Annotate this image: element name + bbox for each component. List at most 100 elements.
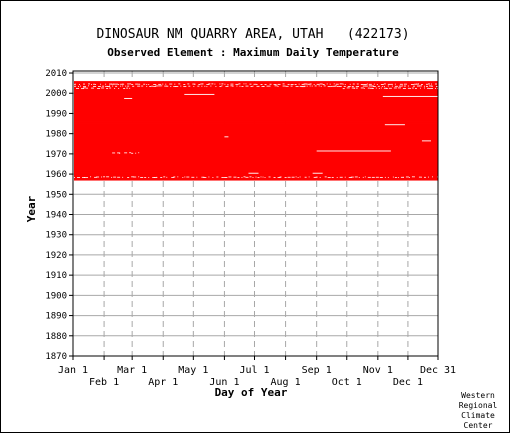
missing-gap [277, 177, 281, 179]
missing-gap [418, 176, 421, 178]
missing-gap [343, 85, 346, 87]
missing-gap [261, 86, 265, 87]
y-tick-label: 1950 [45, 190, 67, 200]
missing-gap [202, 83, 204, 85]
missing-gap [245, 83, 247, 85]
missing-gap [109, 85, 111, 87]
missing-gap [394, 177, 397, 178]
missing-gap [114, 88, 116, 89]
missing-gap [94, 176, 98, 178]
missing-gap [413, 176, 415, 178]
missing-gap [256, 85, 260, 87]
missing-gap [186, 176, 190, 178]
missing-gap [216, 176, 219, 178]
missing-gap [82, 177, 86, 178]
year-band-2003 [74, 85, 438, 88]
missing-gap [129, 83, 132, 85]
y-tick-label: 1970 [45, 150, 67, 160]
year-band-2000 [74, 91, 438, 94]
missing-gap [243, 83, 245, 85]
missing-gap [427, 176, 429, 178]
credit-line-4: Center [464, 421, 493, 430]
missing-gap [369, 87, 373, 89]
year-band-2002 [74, 87, 438, 90]
missing-gap [257, 177, 260, 179]
missing-gap [398, 85, 402, 87]
missing-gap [225, 85, 229, 87]
missing-gap [381, 86, 383, 87]
credit-line-1: Western [461, 391, 495, 400]
y-tick-label: 1870 [45, 352, 67, 362]
missing-gap [169, 83, 173, 85]
missing-gap [313, 84, 315, 85]
missing-gap [223, 177, 227, 178]
missing-gap [295, 176, 297, 178]
missing-gap [174, 83, 176, 85]
missing-gap [428, 88, 431, 90]
missing-gap [303, 83, 307, 85]
missing-gap [384, 124, 405, 126]
year-band-1988 [74, 115, 438, 118]
y-tick-label: 1890 [45, 312, 67, 322]
missing-gap [76, 87, 80, 89]
missing-gap [375, 176, 379, 178]
missing-gap [230, 83, 234, 85]
missing-gap [141, 85, 144, 87]
missing-gap [348, 177, 352, 178]
missing-gap [77, 177, 81, 178]
data-marks [73, 81, 440, 181]
missing-gap [120, 83, 124, 85]
missing-gap [166, 85, 169, 87]
missing-gap [153, 86, 157, 87]
missing-gap [319, 176, 321, 178]
missing-gap [225, 177, 228, 178]
missing-gap [315, 176, 318, 178]
missing-gap [245, 176, 249, 178]
missing-gap [158, 85, 162, 87]
missing-gap [201, 176, 205, 178]
missing-gap [227, 84, 229, 85]
missing-gap [191, 176, 195, 178]
year-band-2005 [74, 81, 438, 84]
missing-gap [375, 87, 377, 89]
missing-gap [371, 176, 375, 178]
missing-gap [384, 176, 386, 178]
missing-gap [173, 176, 176, 178]
missing-gap [295, 86, 299, 87]
missing-gap [239, 85, 241, 87]
missing-gap [314, 85, 317, 87]
missing-gap [403, 83, 406, 85]
missing-gap [156, 176, 158, 178]
missing-gap [414, 88, 417, 90]
missing-gap [309, 83, 312, 85]
y-tick-label: 1960 [45, 170, 67, 180]
missing-gap [326, 83, 328, 85]
missing-gap [98, 86, 101, 87]
missing-gap [131, 83, 134, 85]
missing-gap [417, 83, 419, 85]
missing-gap [83, 87, 87, 89]
year-band-1979 [74, 133, 438, 137]
missing-gap [113, 83, 116, 85]
y-tick-label: 1920 [45, 251, 67, 261]
x-tick-label-lower: Dec 1 [393, 377, 423, 388]
x-axis-label: Day of Year [215, 386, 288, 399]
missing-gap [109, 83, 113, 85]
missing-gap [301, 86, 305, 88]
missing-gap [352, 83, 355, 85]
missing-gap [313, 176, 317, 178]
missing-gap [228, 176, 232, 178]
missing-gap [405, 176, 409, 178]
missing-gap [287, 176, 291, 178]
missing-gap [305, 83, 308, 85]
missing-gap [397, 87, 401, 89]
missing-gap [411, 176, 414, 178]
missing-gap [312, 172, 323, 174]
missing-gap [423, 176, 426, 178]
missing-gap [255, 176, 257, 178]
missing-gap [81, 88, 85, 90]
missing-gap [355, 86, 359, 88]
missing-gap [399, 83, 403, 85]
missing-gap [131, 152, 134, 154]
